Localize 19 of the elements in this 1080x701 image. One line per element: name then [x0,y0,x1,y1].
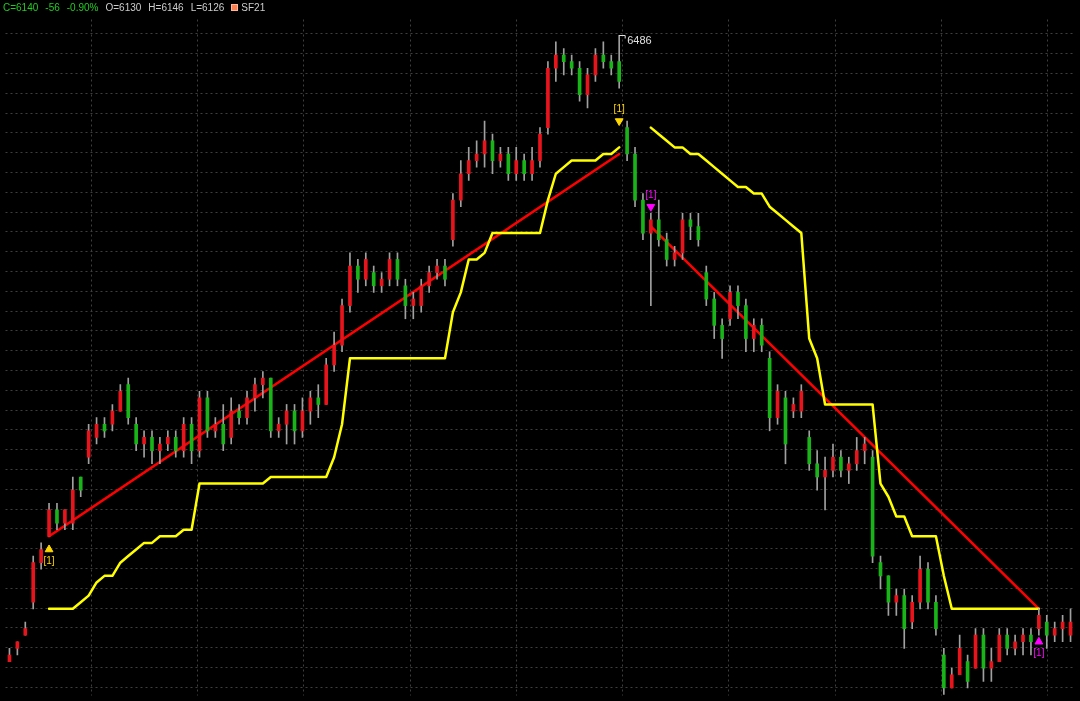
candlestick [316,384,321,418]
text: C=6140 [3,1,39,13]
point [1034,636,1044,645]
point [44,544,54,553]
text: L=6126 [190,1,225,13]
text: H=6146 [148,1,184,13]
point [646,203,656,212]
series-label: [1] [43,554,55,566]
text: [1] [645,188,657,200]
candlestick [823,456,827,511]
text: [1] [613,103,625,115]
point [614,118,624,127]
text: SF21 [241,1,266,13]
candlestick [649,212,653,306]
text: -0.90% [66,1,99,13]
annotation: 6486 [627,33,652,46]
text: -56 [45,1,60,13]
series-label: [1] [1033,647,1045,659]
text: O=6130 [105,1,142,13]
